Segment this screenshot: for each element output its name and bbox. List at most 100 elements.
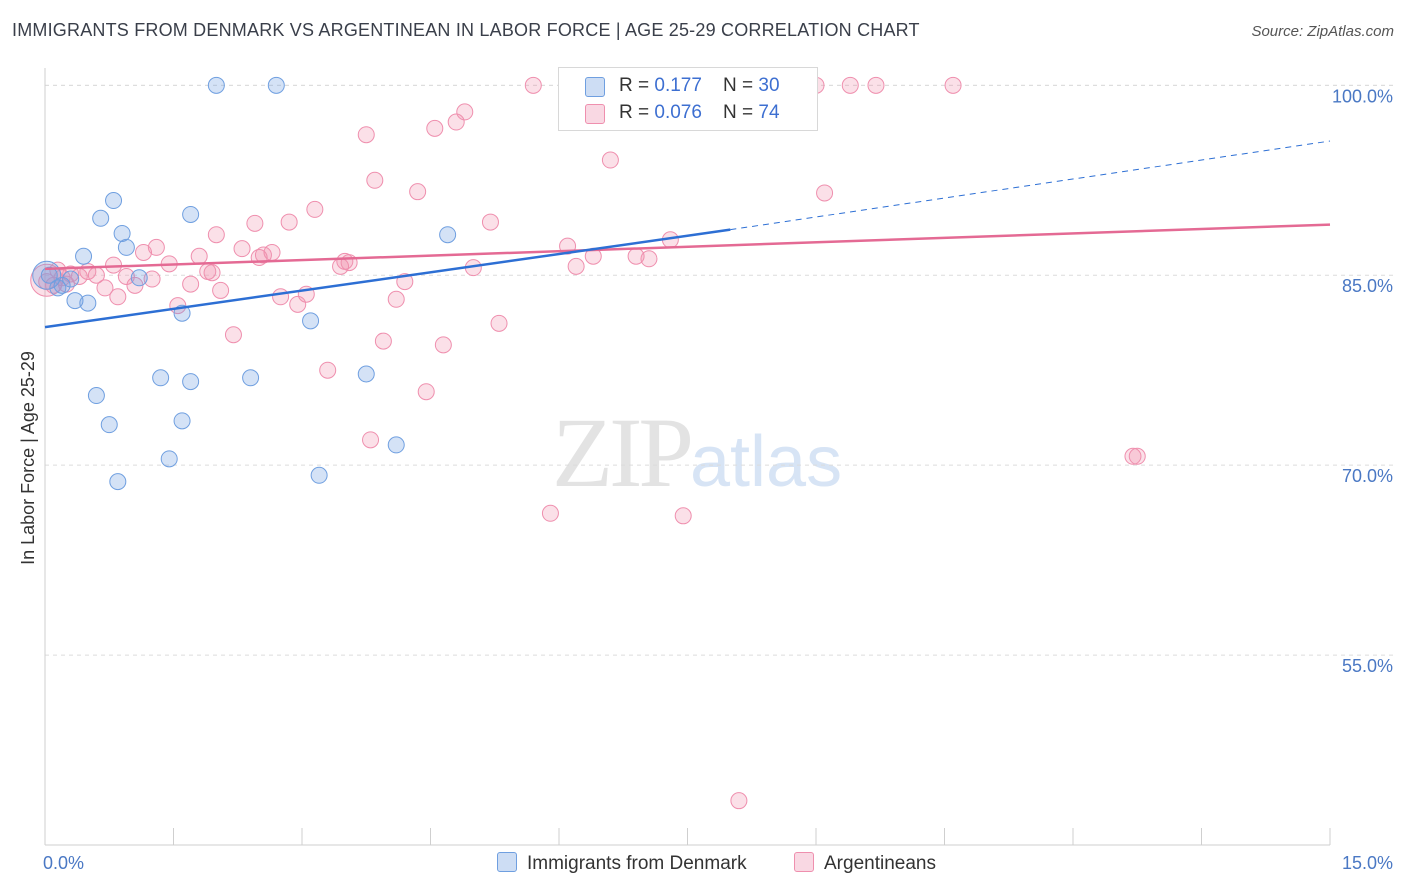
correlation-legend: R = 0.177 N = 30 R = 0.076 N = 74	[558, 67, 818, 131]
source-label: Source: ZipAtlas.com	[1251, 23, 1394, 40]
argentinean-point	[816, 184, 834, 202]
legend-n-label: N =	[723, 75, 759, 96]
argentinean-point	[541, 504, 559, 522]
denmark-point	[439, 226, 457, 244]
argentinean-point	[207, 226, 225, 244]
denmark-point	[387, 436, 405, 454]
bottom-legend-denmark-label: Immigrants from Denmark	[527, 853, 747, 874]
argentinean-point	[319, 361, 337, 379]
argentinean-point	[135, 243, 153, 261]
argentinean-point	[417, 383, 435, 401]
denmark-point	[182, 373, 200, 391]
denmark-trend-line	[44, 228, 731, 329]
denmark-trend-extension	[730, 140, 1331, 231]
argentinean-point	[182, 275, 200, 293]
argentinean-point	[272, 288, 290, 306]
denmark-point	[92, 209, 110, 227]
denmark-point	[357, 365, 375, 383]
argentinean-point	[841, 76, 859, 94]
argentinean-point	[366, 171, 384, 189]
argentinean-point	[674, 507, 692, 525]
argentinean-point	[96, 279, 114, 297]
argentinean-point	[362, 431, 380, 449]
denmark-point	[32, 260, 62, 290]
legend-n-label: N =	[723, 102, 759, 123]
argentinean-point	[357, 126, 375, 144]
argentinean-point	[409, 183, 427, 201]
axes	[44, 68, 1331, 846]
argentinean-point	[944, 76, 962, 94]
trend-lines	[44, 140, 1331, 329]
argentinean-point	[212, 281, 230, 299]
y-tick-label: 100.0%	[1332, 86, 1393, 106]
argentinean-point	[306, 200, 324, 218]
bottom-legend-argentinean-label: Argentineans	[824, 853, 936, 874]
y-tick-label: 55.0%	[1342, 656, 1393, 676]
denmark-point	[113, 224, 131, 242]
argentinean-point	[233, 240, 251, 258]
y-tick-label: 70.0%	[1342, 466, 1393, 486]
argentinean-point	[254, 246, 272, 264]
argentinean-point	[524, 76, 542, 94]
legend-r-label: R =	[619, 102, 655, 123]
denmark-point	[62, 270, 80, 288]
denmark-point	[182, 205, 200, 223]
argentinean-point	[456, 103, 474, 121]
bottom-legend-argentinean: Argentineans	[794, 852, 936, 875]
tick-labels: 55.0% 70.0% 85.0% 100.0% 0.0% 15.0%	[43, 86, 1393, 873]
denmark-point	[173, 412, 191, 430]
argentinean-point	[190, 247, 208, 265]
legend-swatch-argentinean	[585, 104, 605, 124]
denmark-point	[100, 416, 118, 434]
denmark-point	[117, 238, 135, 256]
denmark-point	[302, 312, 320, 330]
bottom-swatch-denmark	[497, 852, 517, 872]
legend-r-value-denmark: 0.177	[654, 75, 702, 96]
argentinean-point	[1128, 447, 1146, 465]
argentinean-point	[143, 270, 161, 288]
x-tick-label-max: 15.0%	[1342, 853, 1393, 873]
argentinean-point	[374, 332, 392, 350]
denmark-point	[310, 466, 328, 484]
denmark-point	[207, 76, 225, 94]
argentinean-point	[490, 314, 508, 332]
bottom-legend-denmark: Immigrants from Denmark	[497, 852, 747, 875]
y-tick-label: 85.0%	[1342, 276, 1393, 296]
x-tick-label-min: 0.0%	[43, 853, 84, 873]
denmark-point	[242, 369, 260, 387]
argentinean-point	[867, 76, 885, 94]
denmark-point	[87, 387, 105, 405]
denmark-point	[66, 292, 84, 310]
argentinean-point	[280, 213, 298, 231]
argentinean-point	[730, 792, 748, 810]
bottom-swatch-argentinean	[794, 852, 814, 872]
legend-r-label: R =	[619, 75, 655, 96]
argentinean-points	[30, 76, 1146, 810]
y-axis-label: In Labor Force | Age 25-29	[18, 351, 38, 565]
argentinean-trend-line	[44, 223, 1331, 271]
denmark-point	[79, 294, 97, 312]
watermark: ZIPatlas	[552, 395, 842, 510]
argentinean-point	[567, 257, 585, 275]
denmark-point	[160, 450, 178, 468]
argentinean-point	[387, 290, 405, 308]
legend-n-value-denmark: 30	[758, 75, 780, 96]
denmark-point	[267, 76, 285, 94]
watermark-atlas: atlas	[690, 422, 843, 502]
argentinean-point	[640, 250, 658, 268]
denmark-point	[75, 247, 93, 265]
denmark-point	[105, 192, 123, 210]
argentinean-point	[117, 268, 135, 286]
denmark-point	[40, 266, 58, 284]
argentinean-point	[147, 238, 165, 256]
denmark-point	[130, 269, 148, 287]
denmark-point	[53, 276, 71, 294]
denmark-point	[109, 473, 127, 491]
argentinean-point	[481, 213, 499, 231]
legend-n-value-argentinean: 74	[758, 102, 780, 123]
argentinean-point	[426, 119, 444, 137]
argentinean-point	[601, 151, 619, 169]
argentinean-point	[109, 288, 127, 306]
watermark-zip: ZIP	[552, 397, 694, 508]
